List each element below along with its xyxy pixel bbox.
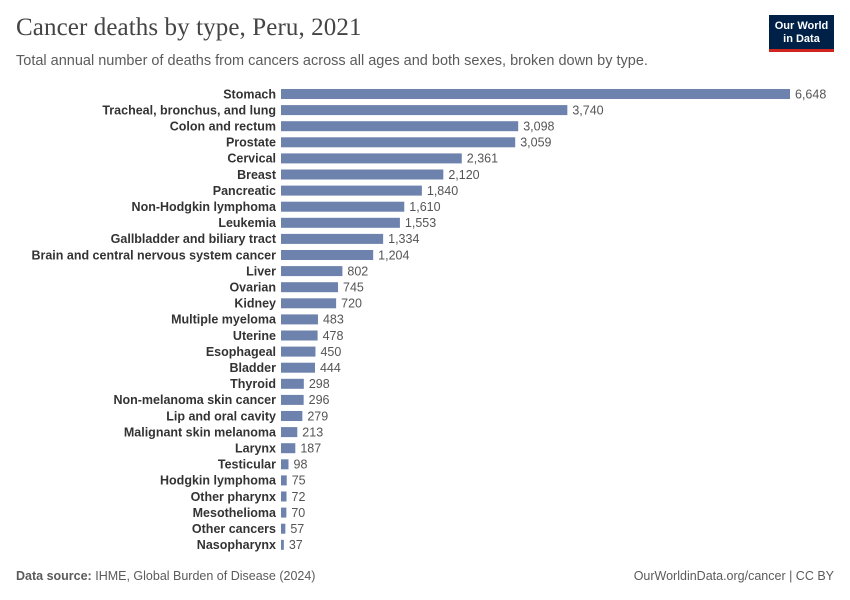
- value-label: 483: [323, 313, 344, 327]
- value-label: 37: [289, 538, 303, 552]
- value-label: 1,204: [378, 248, 409, 262]
- bar[interactable]: [281, 153, 462, 164]
- category-label: Ovarian: [229, 281, 276, 295]
- category-label: Bladder: [229, 361, 276, 375]
- category-label: Liver: [246, 264, 276, 278]
- bar[interactable]: [281, 185, 422, 196]
- bar[interactable]: [281, 507, 287, 518]
- bar[interactable]: [281, 233, 384, 244]
- data-source: Data source: IHME, Global Burden of Dise…: [16, 569, 315, 583]
- category-label: Pancreatic: [213, 184, 276, 198]
- bar[interactable]: [281, 298, 337, 309]
- category-label: Esophageal: [206, 345, 276, 359]
- category-label: Gallbladder and biliary tract: [111, 232, 277, 246]
- value-label: 1,553: [405, 216, 436, 230]
- category-label: Colon and rectum: [170, 120, 276, 134]
- bar[interactable]: [281, 475, 287, 486]
- chart-subtitle: Total annual number of deaths from cance…: [16, 53, 648, 69]
- category-label: Multiple myeloma: [171, 313, 277, 327]
- data-source-link[interactable]: IHME, Global Burden of Disease (2024): [95, 569, 316, 583]
- value-label: 213: [302, 425, 323, 439]
- value-label: 70: [291, 506, 305, 520]
- bar[interactable]: [281, 346, 316, 357]
- category-label: Stomach: [223, 87, 276, 101]
- bar[interactable]: [281, 523, 286, 534]
- category-label: Non-Hodgkin lymphoma: [132, 200, 277, 214]
- bar[interactable]: [281, 427, 298, 438]
- category-label: Other cancers: [192, 522, 276, 536]
- category-label: Uterine: [233, 329, 276, 343]
- category-label: Kidney: [234, 297, 276, 311]
- bar[interactable]: [281, 443, 296, 454]
- value-label: 450: [320, 345, 341, 359]
- category-label: Lip and oral cavity: [166, 409, 276, 423]
- category-label: Non-melanoma skin cancer: [113, 393, 276, 407]
- value-label: 296: [309, 393, 330, 407]
- category-label: Malignant skin melanoma: [124, 425, 277, 439]
- category-label: Breast: [237, 168, 277, 182]
- value-label: 1,334: [388, 232, 419, 246]
- value-label: 444: [320, 361, 341, 375]
- category-label: Other pharynx: [191, 490, 276, 504]
- value-label: 57: [290, 522, 304, 536]
- bar[interactable]: [281, 539, 284, 550]
- logo-line-1: Our World: [774, 20, 829, 32]
- category-label: Hodgkin lymphoma: [160, 474, 277, 488]
- bar[interactable]: [281, 378, 304, 389]
- category-label: Larynx: [235, 442, 276, 456]
- category-label: Brain and central nervous system cancer: [31, 248, 276, 262]
- bar[interactable]: [281, 89, 790, 99]
- category-label: Leukemia: [218, 216, 277, 230]
- value-label: 3,098: [523, 120, 554, 134]
- value-label: 298: [309, 377, 330, 391]
- value-label: 2,361: [467, 152, 498, 166]
- footer-credit-link[interactable]: OurWorldinData.org/cancer | CC BY: [633, 569, 834, 583]
- category-label: Testicular: [218, 458, 276, 472]
- value-label: 1,840: [427, 184, 458, 198]
- value-label: 745: [343, 281, 364, 295]
- data-source-label: Data source:: [16, 569, 92, 583]
- bar[interactable]: [281, 362, 315, 373]
- value-label: 802: [347, 264, 368, 278]
- value-label: 1,610: [409, 200, 440, 214]
- bar[interactable]: [281, 314, 318, 325]
- bar[interactable]: [281, 394, 304, 405]
- bar[interactable]: [281, 250, 374, 260]
- value-label: 720: [341, 297, 362, 311]
- bar[interactable]: [281, 169, 444, 180]
- value-label: 72: [292, 490, 306, 504]
- bar[interactable]: [281, 217, 400, 228]
- value-label: 6,648: [795, 87, 826, 101]
- value-label: 478: [323, 329, 344, 343]
- bar[interactable]: [281, 105, 568, 116]
- category-label: Thyroid: [230, 377, 276, 391]
- category-label: Nasopharynx: [197, 538, 276, 552]
- category-label: Mesothelioma: [193, 506, 277, 520]
- bar[interactable]: [281, 459, 289, 470]
- value-label: 279: [307, 409, 328, 423]
- bar[interactable]: [281, 137, 516, 148]
- category-label: Prostate: [226, 136, 276, 150]
- value-label: 2,120: [448, 168, 479, 182]
- category-label: Tracheal, bronchus, and lung: [102, 103, 276, 117]
- bar[interactable]: [281, 411, 303, 421]
- bar[interactable]: [281, 121, 519, 132]
- value-label: 98: [294, 458, 308, 472]
- bar-chart: Stomach 6,648 Tracheal, bronchus, and lung…: [31, 87, 826, 552]
- value-label: 75: [292, 474, 306, 488]
- chart-title: Cancer deaths by type, Peru, 2021: [16, 14, 362, 41]
- owid-logo[interactable]: Our World in Data: [769, 15, 834, 52]
- bar[interactable]: [281, 330, 318, 341]
- category-label: Cervical: [227, 152, 276, 166]
- bar[interactable]: [281, 266, 343, 277]
- value-label: 3,740: [572, 103, 603, 117]
- logo-line-2: in Data: [783, 33, 820, 45]
- value-label: 187: [300, 442, 321, 456]
- value-label: 3,059: [520, 136, 551, 150]
- bar[interactable]: [281, 282, 339, 293]
- bar[interactable]: [281, 201, 405, 212]
- bar[interactable]: [281, 491, 287, 502]
